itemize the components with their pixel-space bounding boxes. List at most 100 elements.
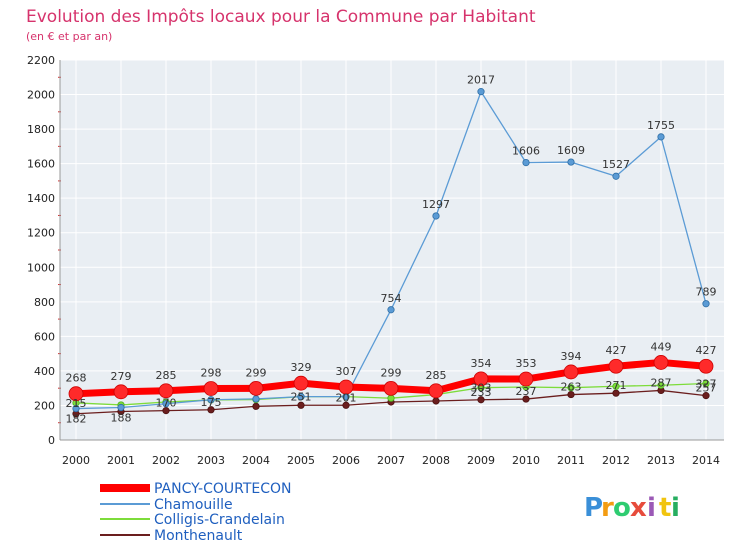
data-label: 201 (336, 391, 357, 404)
chart-subtitle: (en € et par an) (26, 30, 112, 43)
data-point (612, 389, 620, 397)
data-label: 268 (66, 372, 87, 385)
x-tick-label: 2002 (152, 454, 180, 467)
data-point (252, 402, 260, 410)
x-tick-label: 2008 (422, 454, 450, 467)
x-tick-label: 2006 (332, 454, 360, 467)
data-point (477, 88, 485, 96)
data-label: 175 (201, 396, 222, 409)
data-point (432, 212, 440, 220)
x-tick-label: 2013 (647, 454, 675, 467)
data-point (612, 172, 620, 180)
data-label: 299 (246, 366, 267, 379)
data-label: 287 (651, 376, 672, 389)
data-label: 233 (471, 386, 492, 399)
data-label: 427 (696, 344, 717, 357)
data-label: 170 (156, 397, 177, 410)
data-point (68, 386, 84, 402)
data-point (162, 407, 170, 415)
y-tick-label: 800 (34, 296, 55, 309)
logo-letter: o (613, 493, 631, 523)
data-point (342, 401, 350, 409)
x-tick-label: 2001 (107, 454, 135, 467)
data-point (612, 382, 620, 390)
x-tick-label: 2011 (557, 454, 585, 467)
data-label: 1755 (647, 119, 675, 132)
y-tick-label: 0 (48, 434, 55, 447)
data-point (162, 400, 170, 408)
data-point (158, 383, 174, 399)
y-tick-label: 1400 (27, 192, 55, 205)
chart-title: Evolution des Impôts locaux pour la Comm… (26, 7, 536, 27)
x-tick-label: 2005 (287, 454, 315, 467)
data-label: 353 (516, 357, 537, 370)
data-point (338, 379, 354, 395)
data-label: 789 (696, 286, 717, 299)
data-label: 215 (66, 397, 87, 410)
data-label: 182 (66, 413, 87, 426)
legend-label: Monthenault (154, 528, 243, 544)
logo-letter: x (630, 493, 647, 523)
y-tick-label: 400 (34, 365, 55, 378)
data-label: 257 (696, 382, 717, 395)
data-point (113, 384, 129, 400)
logo-letter: i (671, 493, 680, 523)
x-tick-label: 2012 (602, 454, 630, 467)
logo-letter: r (601, 493, 614, 523)
data-point (387, 394, 395, 402)
data-label: 188 (111, 412, 132, 425)
y-tick-label: 200 (34, 399, 55, 412)
data-label: 279 (111, 370, 132, 383)
x-tick-label: 2004 (242, 454, 270, 467)
legend-label: Colligis-Crandelain (154, 512, 285, 528)
data-point (563, 364, 579, 380)
data-label: 299 (381, 366, 402, 379)
data-label: 237 (516, 385, 537, 398)
x-tick-label: 2003 (197, 454, 225, 467)
y-tick-label: 1600 (27, 158, 55, 171)
data-point (608, 358, 624, 374)
data-point (657, 381, 665, 389)
data-point (252, 395, 260, 403)
data-point (432, 397, 440, 405)
data-point (522, 395, 530, 403)
x-tick-label: 2007 (377, 454, 405, 467)
data-label: 285 (426, 369, 447, 382)
data-point (702, 379, 710, 388)
data-label: 329 (291, 361, 312, 374)
data-point (383, 380, 399, 396)
data-label: 271 (606, 379, 627, 392)
y-tick-label: 1000 (27, 261, 55, 274)
data-point (117, 403, 125, 412)
y-tick-label: 1800 (27, 123, 55, 136)
y-tick-label: 2200 (27, 54, 55, 67)
data-point (293, 375, 309, 391)
data-label: 1609 (557, 144, 585, 157)
data-label: 754 (381, 292, 402, 305)
data-point (653, 355, 669, 370)
data-point (567, 158, 575, 166)
data-point (72, 404, 80, 413)
data-label: 1606 (512, 145, 540, 158)
data-point (657, 133, 665, 141)
logo-letter: i (647, 493, 656, 523)
data-label: 285 (156, 369, 177, 382)
data-label: 449 (651, 340, 672, 353)
data-point (702, 300, 710, 308)
data-point (473, 371, 489, 387)
data-label: 327 (696, 378, 717, 391)
data-point (518, 371, 534, 387)
data-label: 2017 (467, 74, 495, 87)
legend-label: Chamouille (154, 497, 233, 513)
y-tick-label: 600 (34, 330, 55, 343)
x-tick-label: 2000 (62, 454, 90, 467)
data-point (207, 406, 215, 414)
data-point (297, 401, 305, 409)
data-point (248, 380, 264, 396)
data-point (387, 306, 395, 314)
logo-letter: t (659, 493, 671, 523)
data-point (428, 383, 444, 399)
proxiti-logo: Pr o x i t i (584, 493, 680, 523)
